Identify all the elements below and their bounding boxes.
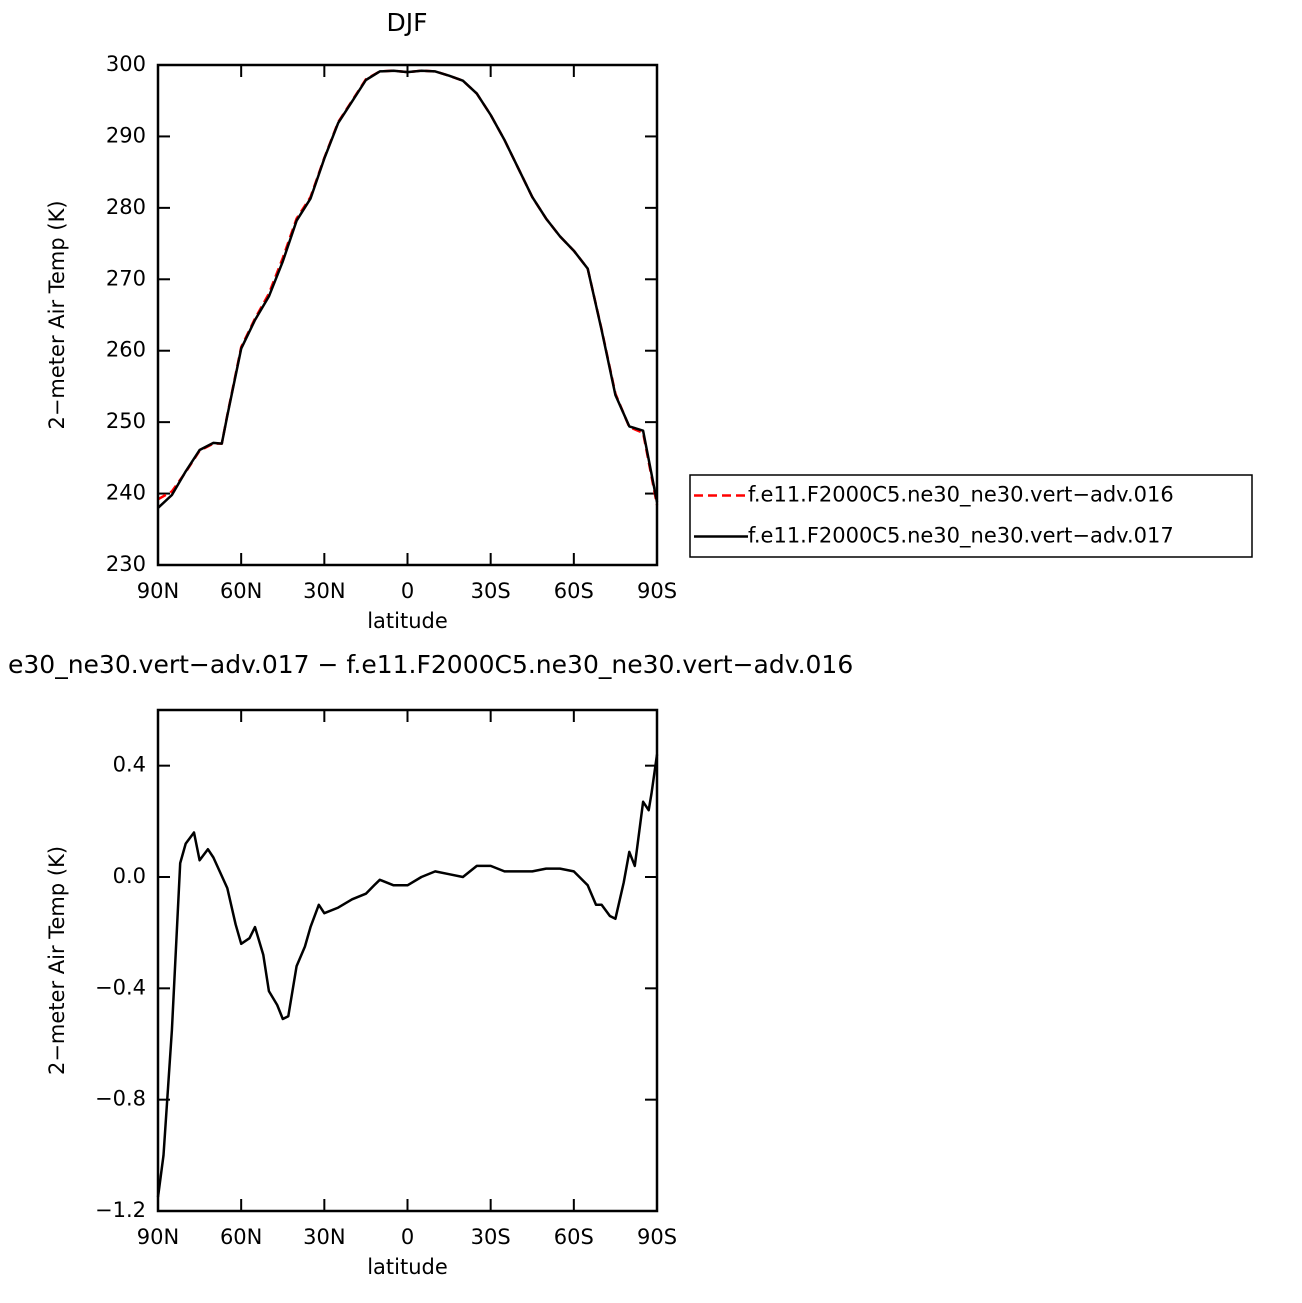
y-tick-label: 280 <box>106 195 146 219</box>
x-tick-label: 60N <box>220 579 262 603</box>
x-tick-label: 30S <box>471 1225 511 1249</box>
y-tick-label: −0.4 <box>95 975 146 999</box>
x-tick-label: 60S <box>554 1225 594 1249</box>
plot-frame <box>156 708 659 1213</box>
y-tick-label: 270 <box>106 266 146 290</box>
x-tick-label: 90S <box>637 1225 677 1249</box>
data-line <box>157 69 659 509</box>
x-tick-label: 90N <box>137 579 179 603</box>
chart-title: DJF <box>386 8 427 37</box>
x-axis-label: latitude <box>367 609 448 633</box>
data-line <box>157 69 659 506</box>
x-tick-label: 30N <box>303 1225 345 1249</box>
y-tick-label: 290 <box>106 123 146 147</box>
x-tick-label: 0 <box>401 1225 414 1249</box>
x-tick-label: 0 <box>401 579 414 603</box>
y-axis-label: 2−meter Air Temp (K) <box>45 846 69 1075</box>
x-tick-label: 30S <box>471 579 511 603</box>
legend-label: f.e11.F2000C5.ne30_ne30.vert−adv.017 <box>748 524 1174 549</box>
y-tick-label: 250 <box>106 409 146 433</box>
chart-title: e30_ne30.vert−adv.017 − f.e11.F2000C5.ne… <box>8 650 853 679</box>
y-tick-label: −0.8 <box>95 1087 146 1111</box>
data-line <box>156 754 659 1198</box>
legend-label: f.e11.F2000C5.ne30_ne30.vert−adv.016 <box>748 483 1174 508</box>
y-tick-label: 0.0 <box>113 864 146 888</box>
x-tick-label: 90S <box>637 579 677 603</box>
x-axis-label: latitude <box>367 1255 448 1279</box>
plot-frame <box>156 63 659 567</box>
x-tick-label: 30N <box>303 579 345 603</box>
y-tick-label: 240 <box>106 481 146 505</box>
y-axis-label: 2−meter Air Temp (K) <box>45 200 69 429</box>
x-tick-label: 90N <box>137 1225 179 1249</box>
x-tick-label: 60N <box>220 1225 262 1249</box>
y-tick-label: −1.2 <box>95 1198 146 1222</box>
x-tick-label: 60S <box>554 579 594 603</box>
legend-box <box>689 474 1253 558</box>
y-tick-label: 0.4 <box>113 753 146 777</box>
y-tick-label: 300 <box>106 52 146 76</box>
y-tick-label: 230 <box>106 552 146 576</box>
y-tick-label: 260 <box>106 338 146 362</box>
